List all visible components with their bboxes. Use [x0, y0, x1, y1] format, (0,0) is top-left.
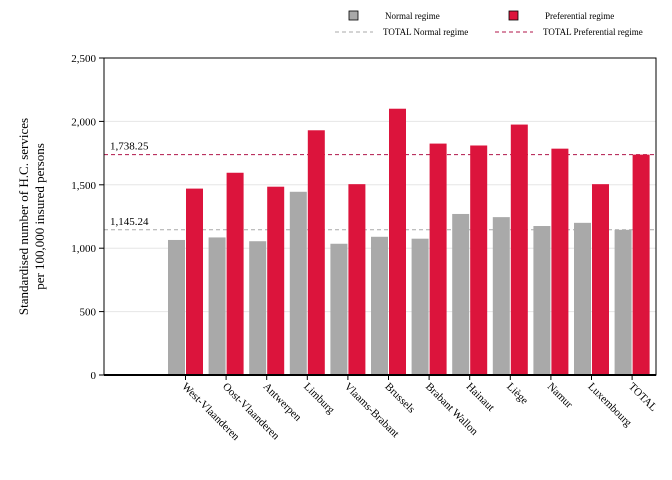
x-tick-label: Antwerpen — [261, 381, 304, 424]
bar — [208, 237, 226, 375]
y-tick-label: 2,500 — [71, 53, 96, 65]
bar — [452, 213, 470, 375]
reference-line-label: 1,738.25 — [110, 141, 149, 153]
x-tick-label: Liège — [504, 381, 530, 407]
y-axis-title-line: Standardised number of H.C. services — [16, 118, 31, 315]
y-tick-label: 1,000 — [71, 243, 96, 255]
axes — [99, 57, 657, 380]
y-tick-label: 2,000 — [71, 116, 96, 128]
bar — [348, 184, 366, 375]
x-tick-label: Limburg — [301, 381, 337, 417]
bar — [249, 241, 267, 375]
bar — [226, 172, 244, 375]
bar — [168, 239, 185, 375]
bars — [168, 108, 650, 375]
legend: Normal regime Preferential regime TOTAL No… — [335, 10, 643, 37]
bar — [429, 143, 447, 375]
x-tick-label: Hainaut — [464, 381, 497, 414]
bar — [267, 186, 285, 375]
legend-swatch — [348, 10, 359, 21]
bar — [289, 191, 307, 375]
bar — [533, 226, 551, 375]
y-tick-labels: 0 500 1,000 1,500 2,000 2,500 — [71, 53, 96, 382]
bar — [186, 188, 203, 375]
y-tick-label: 500 — [80, 307, 97, 319]
x-tick-labels: West-VlaanderenOost-VlaanderenAntwerpenL… — [179, 381, 659, 444]
legend-label: Normal regime — [385, 11, 440, 21]
x-tick-label: TOTAL — [626, 381, 659, 414]
x-tick-label: Namur — [545, 381, 575, 411]
bar — [389, 108, 406, 375]
bar — [632, 154, 650, 375]
y-tick-label: 0 — [91, 370, 97, 382]
bar — [492, 217, 510, 375]
legend-swatch — [508, 10, 519, 21]
x-tick-label: Brussels — [382, 381, 417, 416]
bar — [307, 130, 325, 375]
reference-line-label: 1,145.24 — [110, 216, 149, 228]
legend-label: TOTAL Normal regime — [383, 27, 468, 37]
y-tick-label: 1,500 — [71, 180, 96, 192]
legend-label: Preferential regime — [545, 11, 614, 21]
y-axis-title: Standardised number of H.C. services per … — [16, 118, 47, 315]
bar — [574, 222, 591, 375]
bar — [470, 145, 488, 375]
legend-label: TOTAL Preferential regime — [543, 27, 643, 37]
bar — [371, 236, 388, 375]
bar — [592, 184, 609, 375]
bar — [551, 148, 569, 375]
bar — [330, 243, 348, 375]
bar — [510, 124, 528, 375]
bar — [614, 229, 632, 375]
y-axis-title-line: per 100,000 insured persons — [32, 143, 47, 290]
bar — [411, 238, 429, 375]
